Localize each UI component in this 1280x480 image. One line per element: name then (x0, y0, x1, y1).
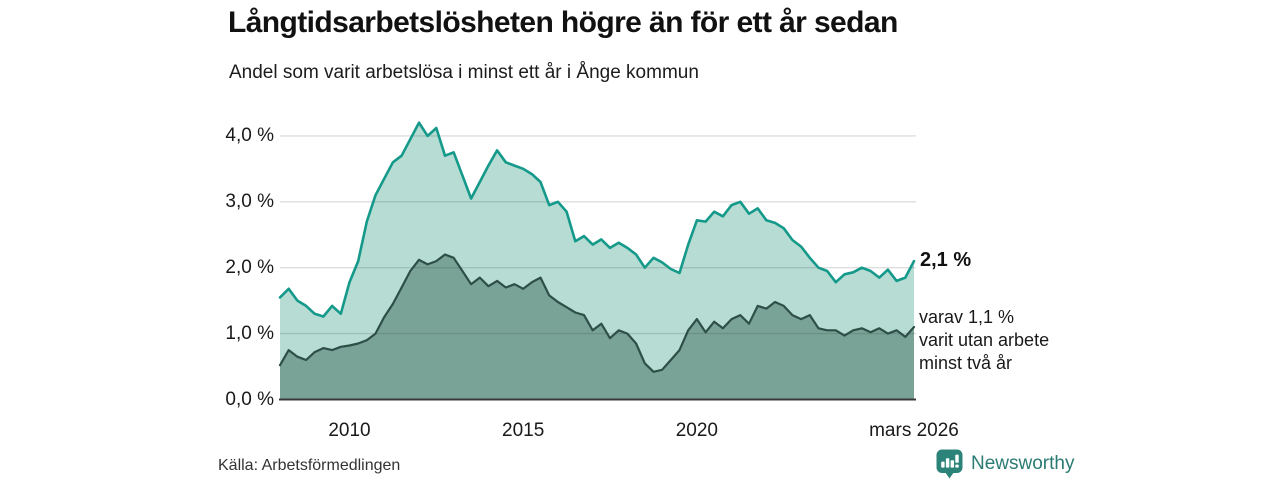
newsworthy-wordmark: Newsworthy (971, 453, 1075, 474)
y-tick-label: 0,0 % (225, 388, 274, 410)
newsworthy-logo-icon (936, 449, 963, 479)
x-tick-label: 2010 (328, 420, 371, 441)
y-tick-label: 2,0 % (225, 256, 274, 278)
latest-value-label: 2,1 % (920, 249, 972, 272)
two-year-value-label: varav 1,1 % varit utan arbete minst två … (919, 307, 1050, 373)
x-tick-label: 2020 (675, 420, 719, 441)
page-title: Långtidsarbetslösheten högre än för ett … (228, 6, 898, 39)
x-tick-label: 2015 (502, 420, 545, 441)
x-tick-label: mars 2026 (869, 420, 959, 441)
y-tick-label: 4,0 % (225, 124, 274, 146)
newsworthy-brand: Newsworthy (936, 449, 1074, 479)
chart-subtitle: Andel som varit arbetslösa i minst ett å… (229, 62, 699, 83)
source-note: Källa: Arbetsförmedlingen (218, 457, 401, 474)
y-tick-label: 1,0 % (225, 322, 274, 344)
y-tick-label: 3,0 % (225, 190, 274, 212)
